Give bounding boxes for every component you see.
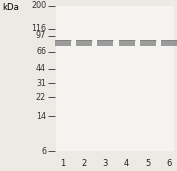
- Text: 97: 97: [36, 31, 46, 41]
- Text: 66: 66: [36, 47, 46, 56]
- Text: 31: 31: [36, 79, 46, 88]
- Text: kDa: kDa: [2, 3, 19, 12]
- Text: 3: 3: [103, 159, 108, 168]
- Bar: [76, 40, 92, 46]
- Text: 4: 4: [124, 159, 129, 168]
- Bar: [97, 40, 113, 46]
- Text: 200: 200: [31, 2, 46, 10]
- Text: 116: 116: [31, 24, 46, 33]
- Bar: [161, 40, 177, 46]
- Text: 6: 6: [41, 147, 46, 156]
- Text: 22: 22: [36, 93, 46, 102]
- Text: 14: 14: [36, 112, 46, 121]
- Bar: [56, 6, 174, 151]
- Text: 44: 44: [36, 64, 46, 73]
- Bar: [119, 40, 135, 46]
- Bar: [55, 40, 71, 46]
- Text: 6: 6: [166, 159, 172, 168]
- Text: 2: 2: [81, 159, 87, 168]
- Text: 5: 5: [145, 159, 150, 168]
- Text: 1: 1: [60, 159, 65, 168]
- Bar: [140, 40, 156, 46]
